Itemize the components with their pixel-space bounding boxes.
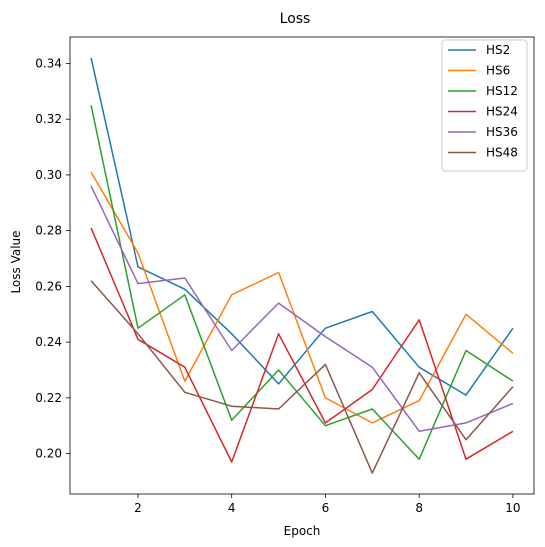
series-line-hs6: [90, 171, 514, 424]
y-tick-label: 0.20: [35, 447, 62, 461]
x-tick-label: 4: [228, 501, 236, 515]
legend-label-hs36: HS36: [486, 125, 518, 139]
chart-title: Loss: [280, 11, 311, 27]
legend-label-hs24: HS24: [486, 105, 518, 119]
x-tick-label: 8: [415, 501, 423, 515]
x-tick-label: 2: [134, 501, 142, 515]
axes-frame: [69, 36, 535, 495]
legend-label-hs48: HS48: [486, 146, 518, 160]
x-tick-label: 10: [505, 501, 520, 515]
legend-box: [441, 39, 528, 172]
series-line-hs48: [90, 280, 514, 474]
y-axis-label: Loss Value: [9, 230, 23, 293]
legend-label-hs6: HS6: [486, 64, 510, 78]
series-line-hs36: [90, 185, 514, 433]
y-tick-label: 0.32: [35, 112, 62, 126]
legend-label-hs12: HS12: [486, 84, 518, 98]
y-tick-label: 0.34: [35, 56, 62, 70]
x-tick-label: 6: [322, 501, 330, 515]
y-tick-label: 0.22: [35, 391, 62, 405]
y-tick-label: 0.30: [35, 168, 62, 182]
series-line-hs12: [90, 105, 514, 460]
series-line-hs2: [90, 57, 514, 396]
legend-label-hs2: HS2: [486, 43, 510, 57]
plot-area: 2 4 6 8 10 0.20 0.22 0.24 0.26 0.28 0.30 0.32 0.34 HS…: [35, 36, 535, 515]
series-line-hs24: [90, 227, 514, 463]
y-tick-label: 0.24: [35, 335, 62, 349]
x-axis-label: Epoch: [284, 524, 321, 538]
y-tick-label: 0.26: [35, 279, 62, 293]
y-tick-label: 0.28: [35, 224, 62, 238]
